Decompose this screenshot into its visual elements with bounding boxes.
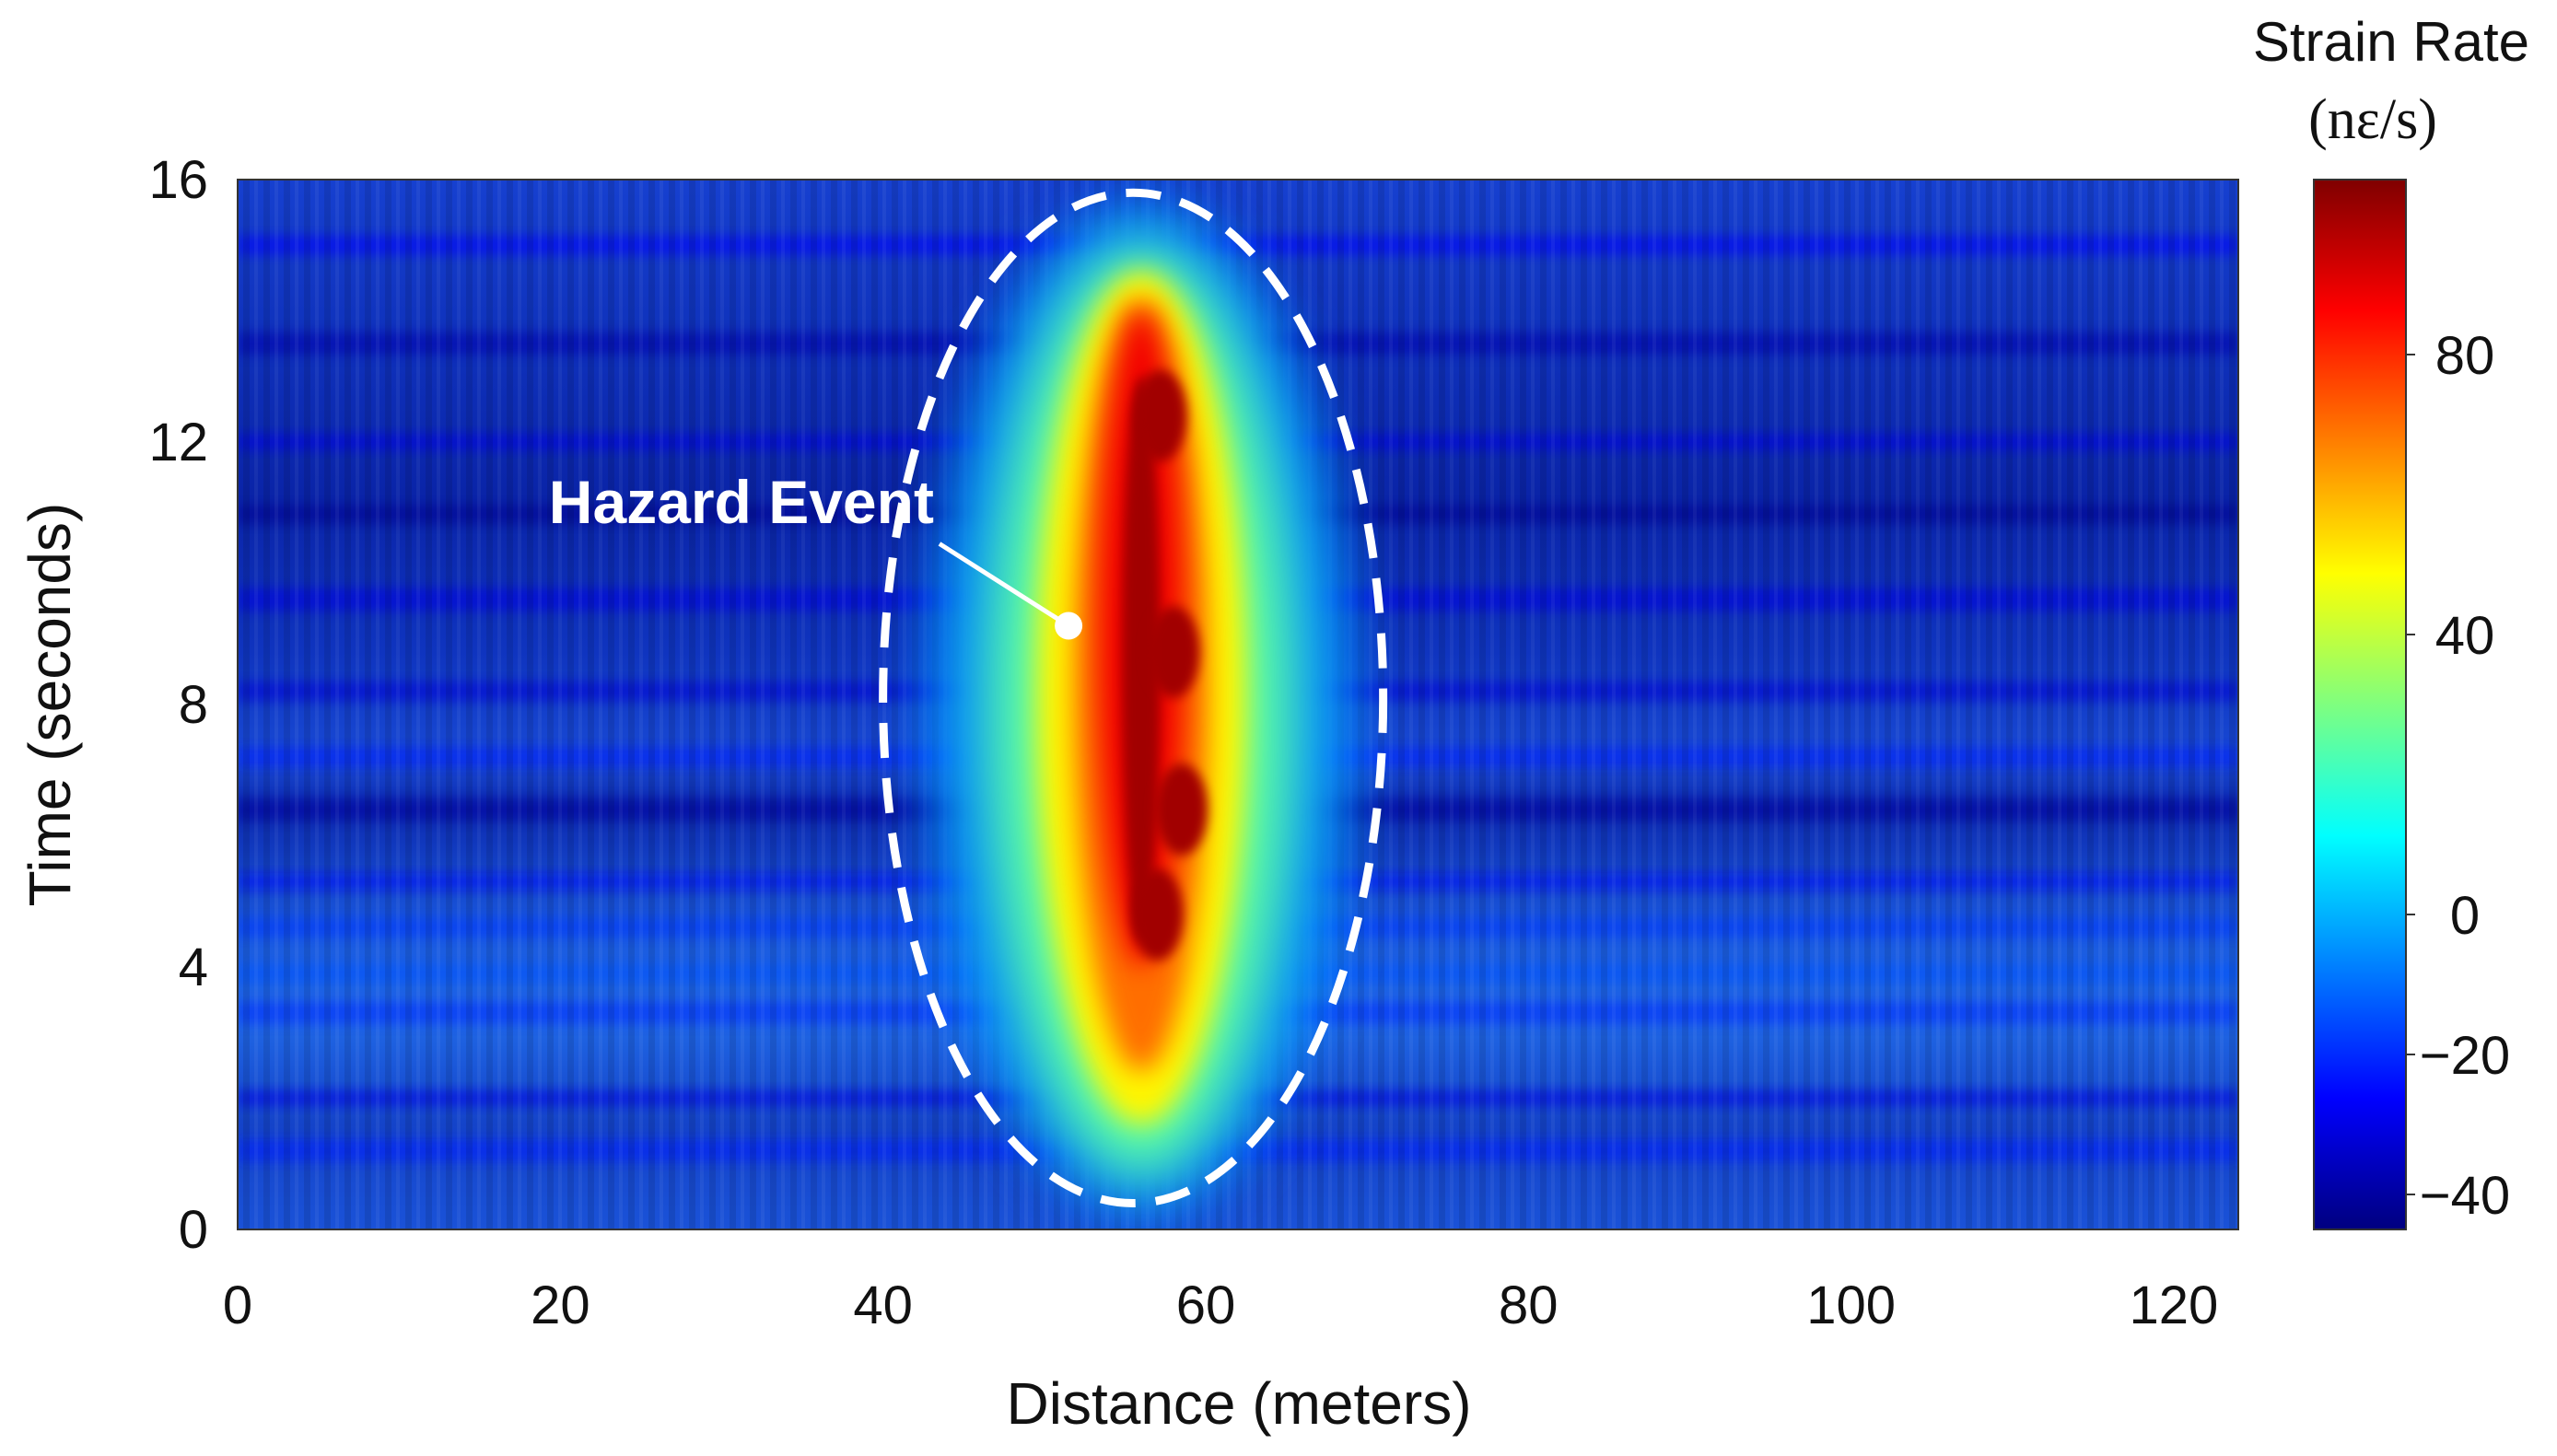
event-hotspot — [931, 205, 1351, 1210]
colorbar-tick-label: 80 — [2435, 326, 2495, 386]
x-tick-label: 120 — [2130, 1275, 2219, 1335]
x-tick-label: 60 — [1176, 1275, 1236, 1335]
colorbar-ticks: 80 40 0 −20 −40 — [2406, 326, 2510, 1226]
colorbar-tick-label: 40 — [2435, 606, 2495, 666]
event-intensity-layer — [1121, 376, 1161, 941]
x-tick-label: 20 — [531, 1275, 590, 1335]
event-peak-core — [1134, 369, 1186, 462]
x-axis-ticks: 0 20 40 60 80 100 120 — [223, 1275, 2218, 1335]
y-axis-ticks: 0 4 8 12 16 — [148, 150, 208, 1260]
y-tick-label: 4 — [179, 938, 208, 997]
event-peak-core — [1147, 606, 1199, 698]
y-tick-label: 12 — [148, 413, 208, 472]
annotation-marker — [1055, 612, 1083, 640]
x-tick-label: 0 — [223, 1275, 252, 1335]
colorbar-title: Strain Rate — [2253, 11, 2529, 73]
y-axis-title: Time (seconds) — [17, 503, 83, 907]
plot-frame — [237, 179, 2239, 1230]
colorbar: 80 40 0 −20 −40 Strain Rate (nε/s) — [2253, 11, 2529, 1230]
colorbar-unit: (nε/s) — [2308, 88, 2437, 151]
colorbar-tick-label: 0 — [2450, 886, 2480, 946]
event-outline-ellipse — [879, 188, 1388, 1207]
x-tick-label: 100 — [1806, 1275, 1896, 1335]
plot-area: Hazard Event — [237, 179, 2239, 1230]
x-tick-label: 80 — [1499, 1275, 1559, 1335]
event-peak-core — [1155, 763, 1208, 856]
annotation-leader-line — [938, 542, 1070, 628]
colorbar-tick-label: −20 — [2420, 1026, 2510, 1086]
annotation-label: Hazard Event — [549, 468, 934, 536]
colorbar-gradient — [2313, 179, 2407, 1230]
x-axis-title: Distance (meters) — [1007, 1370, 1472, 1437]
y-tick-label: 16 — [148, 150, 208, 210]
colorbar-tick-label: −40 — [2420, 1166, 2510, 1226]
event-peak-core — [1131, 868, 1184, 961]
x-tick-label: 40 — [853, 1275, 913, 1335]
y-tick-label: 8 — [179, 675, 208, 735]
y-tick-label: 0 — [179, 1200, 208, 1260]
